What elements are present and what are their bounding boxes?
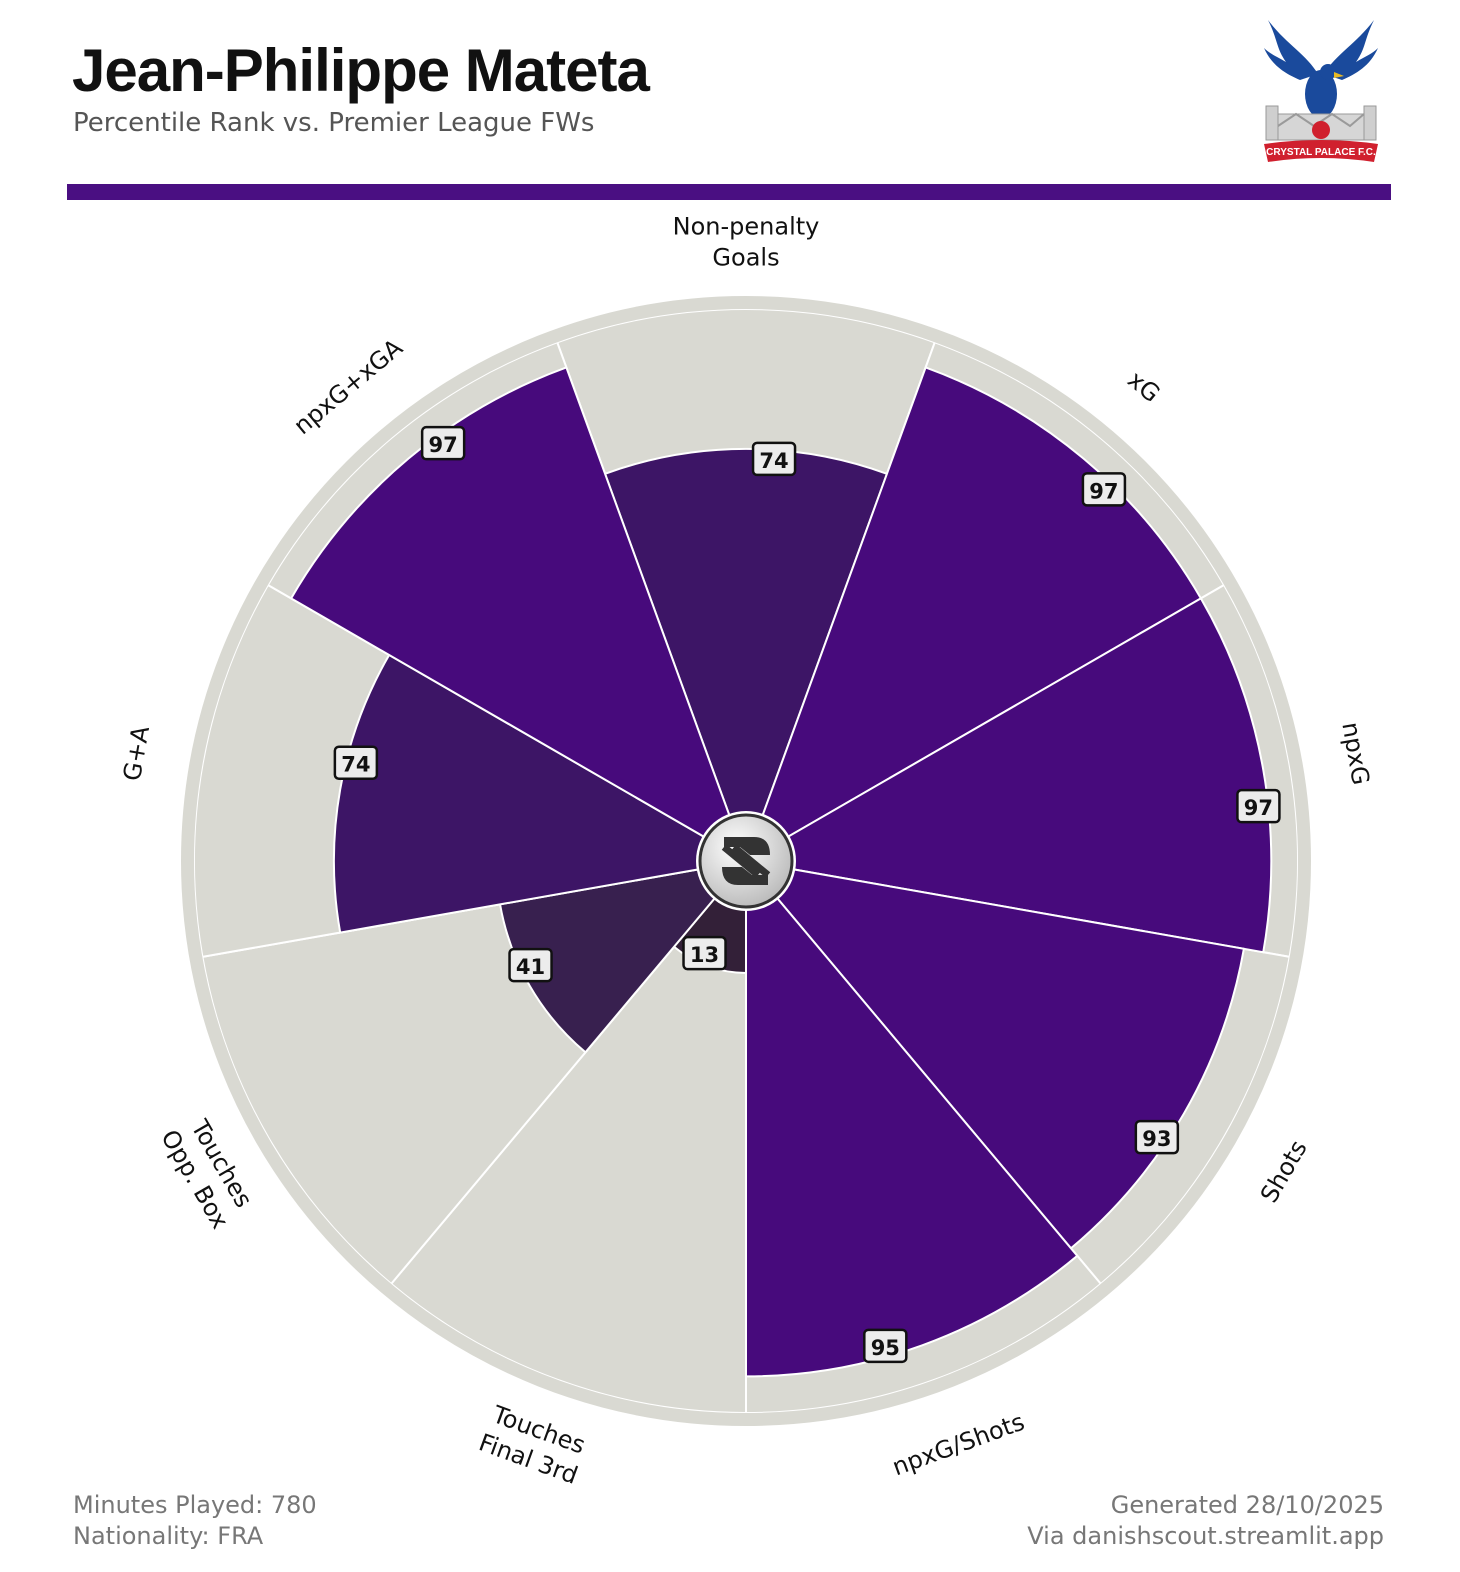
chart-rim	[181, 296, 1311, 1426]
value-label-text: 74	[759, 449, 788, 473]
category-label: Non-penalty Goals	[673, 213, 820, 272]
value-label-text: 41	[516, 955, 545, 979]
category-label-text: npxG/Shots	[889, 1408, 1029, 1482]
value-label: 41	[508, 947, 553, 983]
bar-wedge	[743, 597, 1273, 954]
value-label: 13	[682, 935, 727, 971]
category-label: G+A	[118, 723, 155, 783]
minutes-played: Minutes Played: 780	[73, 1491, 317, 1519]
category-label-text: G+A	[118, 723, 155, 783]
category-label-text: Goals	[712, 244, 779, 272]
source-url: Via danishscout.streamlit.app	[1027, 1522, 1384, 1550]
category-label-text: npxG	[1336, 720, 1375, 787]
value-label-text: 13	[690, 943, 719, 967]
value-label-text: 74	[341, 753, 370, 777]
value-label: 97	[420, 425, 466, 461]
value-label: 97	[1236, 788, 1281, 824]
generated-date: Generated 28/10/2025	[1110, 1491, 1384, 1519]
category-label: npxG/Shots	[889, 1408, 1029, 1482]
category-label-text: xG	[1122, 366, 1165, 409]
value-label: 74	[751, 441, 797, 477]
eagle-icon	[1264, 20, 1378, 118]
ball-icon	[1312, 121, 1330, 139]
value-label-text: 93	[1142, 1127, 1171, 1151]
category-label: Shots	[1255, 1135, 1313, 1207]
value-label-text: 97	[1244, 796, 1273, 820]
value-label: 74	[333, 745, 379, 780]
category-label: xG	[1122, 366, 1165, 409]
category-label: npxG	[1336, 720, 1375, 787]
center-logo	[696, 811, 796, 911]
nationality: Nationality: FRA	[73, 1522, 264, 1550]
crest-text: CRYSTAL PALACE F.C.	[1266, 147, 1376, 158]
value-label-text: 95	[871, 1336, 900, 1360]
value-label: 95	[863, 1328, 908, 1364]
value-label-text: 97	[1089, 479, 1118, 503]
header-divider	[67, 184, 1391, 200]
value-label: 93	[1134, 1119, 1180, 1155]
category-label-text: Shots	[1255, 1135, 1313, 1207]
page-subtitle: Percentile Rank vs. Premier League FWs	[73, 108, 595, 138]
club-crest-logo: CRYSTAL PALACE F.C.	[1264, 20, 1378, 162]
category-label-text: Non-penalty	[673, 213, 820, 241]
value-label: 97	[1081, 472, 1127, 507]
page-title: Jean-Philippe Mateta	[72, 37, 650, 104]
value-label-text: 97	[429, 433, 458, 457]
